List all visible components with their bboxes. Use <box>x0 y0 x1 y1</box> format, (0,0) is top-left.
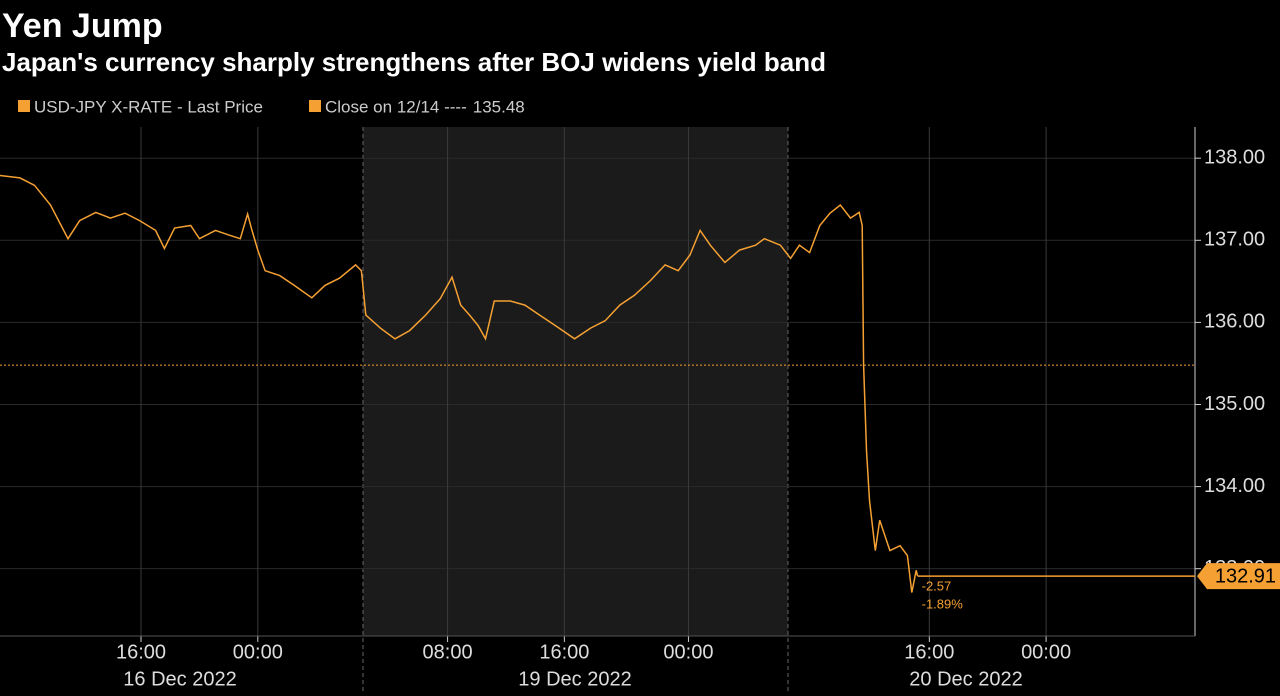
change-label: -1.89% <box>922 597 964 612</box>
legend-swatch <box>18 100 30 112</box>
y-tick-label: 134.00 <box>1204 475 1265 497</box>
price-line <box>0 174 919 593</box>
x-tick-label: 16:00 <box>904 641 954 663</box>
last-price-label: 132.91 <box>1215 565 1276 587</box>
x-tick-label: 16:00 <box>539 641 589 663</box>
day-label: 16 Dec 2022 <box>123 668 236 690</box>
x-tick-label: 00:00 <box>663 641 713 663</box>
y-tick-label: 137.00 <box>1204 229 1265 251</box>
y-tick-label: 138.00 <box>1204 146 1265 168</box>
last-price-tag <box>1197 563 1280 590</box>
x-tick-label: 16:00 <box>116 641 166 663</box>
y-tick-label: 135.00 <box>1204 393 1265 415</box>
day-label: 20 Dec 2022 <box>909 668 1022 690</box>
x-tick-label: 00:00 <box>233 641 283 663</box>
x-tick-label: 00:00 <box>1021 641 1071 663</box>
chart-title: Yen Jump <box>2 7 163 45</box>
y-tick-label: 136.00 <box>1204 311 1265 333</box>
session-shade <box>363 127 788 636</box>
legend-value: 135.48 <box>473 97 525 116</box>
change-label: -2.57 <box>922 579 952 594</box>
legend-swatch <box>309 100 321 112</box>
day-label: 19 Dec 2022 <box>518 668 631 690</box>
x-tick-label: 08:00 <box>423 641 473 663</box>
legend-label: Close on 12/14 ---- <box>325 97 467 116</box>
legend-label: USD-JPY X-RATE - Last Price <box>34 97 263 116</box>
chart-subtitle: Japan's currency sharply strengthens aft… <box>2 47 826 77</box>
